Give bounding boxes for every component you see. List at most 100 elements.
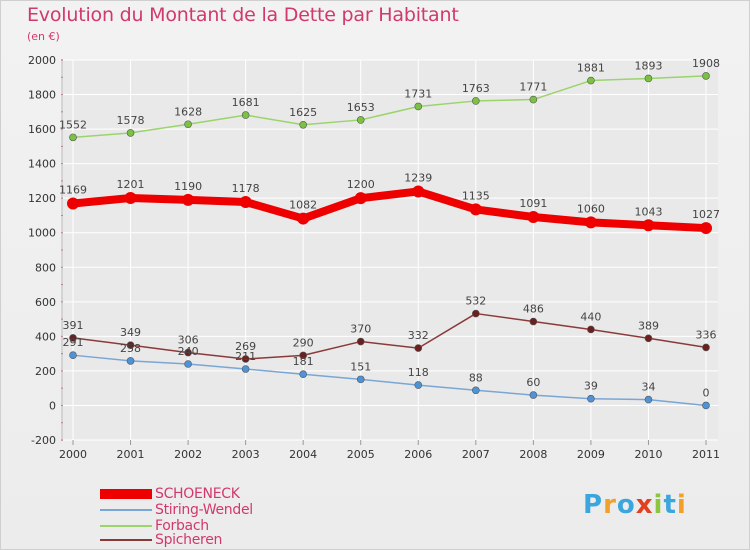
- data-point-spicheren: [702, 343, 710, 352]
- data-label-spicheren: 290: [293, 336, 314, 349]
- data-point-stiring-wendel: [299, 370, 307, 378]
- data-point-stiring-wendel: [184, 360, 192, 368]
- data-label-spicheren: 332: [408, 329, 429, 342]
- data-label-stiring-wendel: 34: [641, 381, 655, 394]
- logo-letter: i: [653, 490, 664, 520]
- data-point-schoeneck: [469, 203, 482, 216]
- legend-swatch-stiring-wendel: [100, 509, 152, 511]
- data-label-spicheren: 306: [178, 334, 199, 347]
- data-label-schoeneck: 1091: [519, 197, 547, 210]
- data-point-spicheren: [356, 337, 365, 346]
- data-label-stiring-wendel: 39: [584, 380, 598, 393]
- data-point-spicheren: [184, 348, 192, 357]
- data-label-spicheren: 269: [235, 340, 256, 353]
- series-line-schoeneck: [69, 187, 710, 233]
- data-label-schoeneck: 1200: [347, 178, 375, 191]
- x-tick-label: 2009: [577, 448, 605, 461]
- data-point-stiring-wendel: [241, 365, 250, 373]
- data-label-schoeneck: 1060: [577, 202, 605, 215]
- data-label-schoeneck: 1201: [117, 178, 145, 191]
- data-label-spicheren: 389: [638, 319, 659, 332]
- data-label-forbach: 1908: [692, 57, 720, 70]
- data-point-forbach: [529, 95, 538, 104]
- y-tick-label: 2000: [28, 54, 56, 67]
- data-point-forbach: [356, 116, 365, 124]
- x-tick-label: 2010: [634, 448, 662, 461]
- data-point-forbach: [702, 72, 710, 80]
- x-tick-label: 2008: [519, 448, 547, 461]
- legend-label-stiring-wendel: Stiring-Wendel: [155, 502, 253, 518]
- data-point-stiring-wendel: [414, 381, 423, 389]
- data-point-schoeneck: [412, 185, 425, 198]
- legend-swatch-schoeneck: [100, 489, 152, 499]
- x-tick-label: 2002: [174, 448, 202, 461]
- y-tick-label: 600: [35, 296, 56, 309]
- logo-letter: P: [583, 490, 604, 520]
- data-point-schoeneck: [297, 212, 310, 225]
- data-point-spicheren: [69, 334, 77, 342]
- y-tick-label: 1200: [28, 192, 56, 205]
- data-point-schoeneck: [642, 219, 655, 232]
- logo-letter: o: [616, 490, 636, 520]
- data-label-spicheren: 486: [523, 303, 544, 316]
- data-point-schoeneck: [182, 193, 195, 206]
- y-tick-label: 0: [49, 399, 56, 412]
- legend-swatch-forbach: [100, 525, 152, 527]
- legend-label-spicheren: Spicheren: [155, 532, 223, 548]
- data-label-stiring-wendel: 0: [703, 386, 710, 399]
- y-tick-label: 1800: [28, 89, 56, 102]
- data-label-stiring-wendel: 211: [235, 350, 256, 363]
- data-point-forbach: [414, 102, 423, 111]
- data-label-forbach: 1625: [289, 106, 317, 119]
- data-label-spicheren: 336: [696, 328, 717, 341]
- data-point-spicheren: [529, 317, 538, 326]
- y-tick-label: 200: [35, 365, 56, 378]
- legend-item-spicheren: Spicheren: [100, 532, 340, 550]
- data-label-forbach: 1578: [117, 114, 145, 127]
- data-label-stiring-wendel: 151: [350, 360, 371, 373]
- data-label-schoeneck: 1043: [634, 205, 662, 218]
- data-point-forbach: [241, 111, 250, 119]
- x-tick-label: 2005: [347, 448, 375, 461]
- data-point-spicheren: [587, 325, 595, 334]
- data-point-schoeneck: [700, 222, 712, 235]
- data-point-forbach: [184, 120, 192, 129]
- data-label-forbach: 1771: [519, 81, 547, 94]
- data-point-spicheren: [644, 334, 653, 343]
- x-tick-label: 2007: [462, 448, 490, 461]
- x-tick-label: 2000: [59, 448, 87, 461]
- data-label-schoeneck: 1239: [404, 171, 432, 184]
- data-label-forbach: 1893: [634, 59, 662, 72]
- data-label-schoeneck: 1169: [59, 184, 87, 197]
- data-label-forbach: 1881: [577, 62, 605, 75]
- data-label-spicheren: 349: [120, 326, 141, 339]
- data-point-spicheren: [126, 341, 135, 349]
- data-point-schoeneck: [67, 197, 79, 210]
- y-tick-label: 1400: [28, 158, 56, 171]
- data-point-forbach: [69, 133, 77, 142]
- data-point-stiring-wendel: [702, 401, 710, 410]
- data-point-schoeneck: [354, 192, 367, 205]
- data-point-stiring-wendel: [644, 395, 653, 404]
- data-label-forbach: 1552: [59, 118, 87, 131]
- data-label-forbach: 1731: [404, 87, 432, 100]
- y-tick-label: 400: [35, 330, 56, 343]
- data-point-schoeneck: [239, 195, 252, 208]
- y-tick-label: 1600: [28, 123, 56, 136]
- data-point-forbach: [587, 76, 595, 85]
- data-label-schoeneck: 1027: [692, 208, 720, 221]
- logo-letter: x: [635, 490, 654, 520]
- y-tick-label: 1000: [28, 227, 56, 240]
- data-label-stiring-wendel: 118: [408, 366, 429, 379]
- data-label-stiring-wendel: 60: [526, 376, 540, 389]
- data-label-spicheren: 532: [465, 295, 486, 308]
- data-point-schoeneck: [124, 192, 137, 205]
- legend-item-forbach: Forbach: [100, 518, 340, 536]
- x-tick-label: 2004: [289, 448, 317, 461]
- data-label-schoeneck: 1082: [289, 199, 317, 212]
- data-label-schoeneck: 1135: [462, 189, 490, 202]
- y-tick-label: 800: [35, 261, 56, 274]
- data-point-stiring-wendel: [529, 391, 538, 399]
- data-label-spicheren: 391: [63, 319, 84, 332]
